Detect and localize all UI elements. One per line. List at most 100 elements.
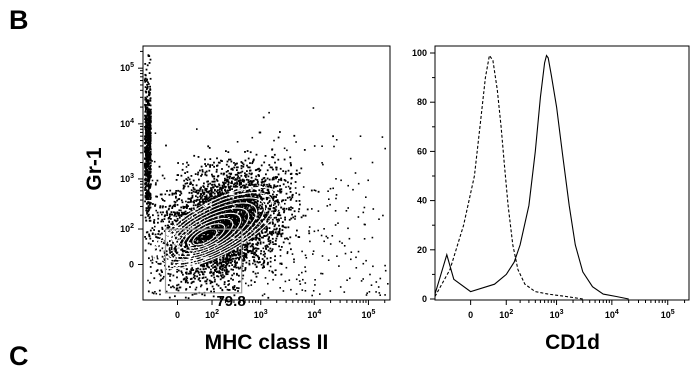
scatter-dot — [209, 223, 211, 225]
scatter-dot — [190, 268, 193, 271]
scatter-dot — [160, 269, 163, 272]
scatter-dot — [192, 249, 195, 251]
scatter-dot — [237, 240, 240, 243]
scatter-dot — [277, 231, 280, 233]
scatter-dot — [283, 209, 286, 212]
scatter-dot — [214, 218, 216, 221]
scatter-dot — [173, 211, 176, 214]
scatter-dot — [240, 161, 243, 163]
outlier-dot — [377, 286, 380, 288]
scatter-dot — [243, 258, 245, 260]
scatter-dot — [244, 174, 246, 177]
scatter-dot — [182, 213, 185, 216]
scatter-dot — [237, 287, 240, 290]
scatter-dot — [153, 219, 156, 221]
scatter-dot — [251, 192, 254, 195]
scatter-dot — [241, 170, 244, 173]
outlier-dot — [357, 216, 360, 218]
scatter-dot — [225, 247, 228, 250]
scatter-dot — [225, 257, 227, 260]
scatter-dot — [189, 234, 191, 237]
edge-dot — [148, 203, 151, 206]
scatter-dot — [224, 182, 227, 184]
scatter-dot — [205, 232, 208, 234]
scatter-dot — [280, 188, 283, 191]
scatter-dot — [239, 215, 242, 218]
outlier-dot — [236, 198, 239, 201]
scatter-dot — [217, 252, 220, 255]
scatter-dot — [205, 201, 208, 203]
scatter-dot — [269, 260, 272, 263]
scatter-dot — [230, 185, 232, 188]
scatter-dot — [276, 214, 279, 217]
scatter-dot — [202, 234, 205, 237]
scatter-dot — [221, 253, 223, 255]
scatter-dot — [248, 224, 251, 227]
scatter-dot — [222, 246, 224, 249]
outlier-dot — [161, 271, 163, 273]
scatter-dot — [268, 227, 271, 229]
scatter-dot — [242, 165, 245, 168]
scatter-dot — [189, 214, 192, 216]
scatter-dot — [278, 229, 281, 232]
scatter-dot — [227, 195, 229, 198]
scatter-dot — [229, 255, 232, 257]
scatter-dot — [198, 233, 201, 236]
outlier-dot — [163, 261, 165, 264]
scatter-dot — [199, 200, 201, 203]
scatter-dot — [200, 240, 203, 242]
scatter-dot — [228, 219, 231, 221]
scatter-dot — [206, 278, 209, 281]
scatter-dot — [238, 274, 240, 277]
scatter-dot — [229, 198, 232, 200]
scatter-dot — [258, 175, 260, 177]
scatter-dot — [164, 206, 167, 208]
scatter-dot — [231, 167, 234, 170]
outlier-dot — [261, 294, 264, 297]
scatter-dot — [259, 241, 262, 244]
scatter-dot — [236, 173, 239, 176]
scatter-dot — [243, 220, 245, 222]
scatter-dot — [273, 153, 276, 156]
scatter-dot — [209, 182, 212, 185]
scatter-dot — [182, 184, 185, 187]
outlier-dot — [321, 255, 324, 257]
scatter-dot — [188, 211, 191, 214]
scatter-dot — [235, 225, 238, 228]
scatter-dot — [211, 233, 214, 236]
outlier-dot — [343, 245, 346, 247]
scatter-dot — [169, 240, 171, 242]
scatter-dot — [213, 175, 216, 178]
scatter-dot — [256, 182, 259, 184]
scatter-dot — [215, 248, 218, 250]
outlier-dot — [154, 291, 156, 293]
scatter-dot — [227, 192, 230, 194]
scatter-dot — [227, 289, 230, 291]
scatter-dot — [213, 196, 215, 198]
outlier-dot — [150, 272, 152, 274]
scatter-dot — [214, 268, 216, 271]
edge-dot — [149, 119, 152, 122]
scatter-dot — [211, 285, 214, 288]
scatter-dot — [207, 206, 210, 209]
scatter-dot — [189, 278, 192, 280]
scatter-dot — [205, 259, 208, 261]
scatter-dot — [269, 250, 272, 253]
scatter-dot — [231, 219, 234, 221]
scatter-dot — [246, 245, 249, 247]
outlier-dot — [164, 224, 167, 227]
scatter-dot — [175, 257, 178, 260]
scatter-dot — [167, 247, 170, 250]
outlier-dot — [176, 223, 179, 226]
edge-dot — [145, 146, 148, 149]
scatter-dot — [245, 205, 247, 207]
scatter-dot — [281, 221, 284, 223]
scatter-dot — [214, 231, 217, 233]
scatter-dot — [213, 290, 215, 293]
scatter-dot — [277, 209, 280, 212]
scatter-dot — [242, 205, 244, 208]
scatter-dot — [190, 282, 193, 285]
scatter-dot — [212, 238, 214, 241]
scatter-dot — [226, 222, 228, 224]
scatter-dot — [180, 245, 183, 247]
